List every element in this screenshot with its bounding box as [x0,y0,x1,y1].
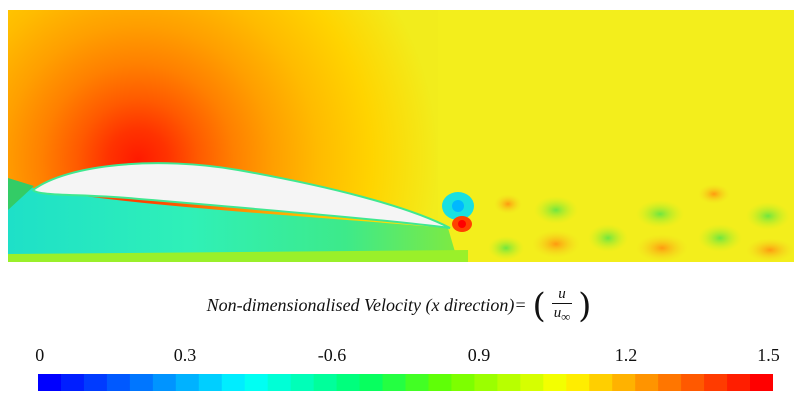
colorbar-swatch [267,374,292,391]
ratio-denominator-sub: ∞ [561,310,571,324]
colorbar-swatch [221,374,246,391]
colorbar-tick-label: 1.5 [757,345,780,365]
colorbar-tick-label: 0.3 [173,345,197,365]
colorbar-ticks: 0 0.3 -0.6 0.9 1.2 1.5 [0,345,798,369]
colorbar [38,374,773,391]
ratio-numerator: u [558,286,566,302]
colorbar-swatch [175,374,200,391]
colorbar-swatch [612,374,636,391]
colorbar-swatch [405,374,430,391]
colorbar-swatch [566,374,590,391]
colorbar-swatch [704,374,728,391]
colorbar-swatch [129,374,154,391]
colorbar-swatch [359,374,384,391]
colorbar-swatch [543,374,567,391]
colorbar-swatch [244,374,269,391]
velocity-contour-plot [8,10,794,262]
colorbar-swatch [60,374,85,391]
colorbar-swatch [497,374,521,391]
colorbar-swatch [313,374,338,391]
colorbar-swatch [451,374,476,391]
colorbar-swatch [681,374,705,391]
colorbar-swatch [38,374,62,391]
colorbar-swatch [198,374,223,391]
colorbar-swatch [336,374,361,391]
fraction-bar [551,303,573,304]
colorbar-title-text: Non-dimensionalised Velocity (x directio… [206,295,527,315]
colorbar-swatch [750,374,773,391]
left-paren: ( [532,285,546,326]
colorbar-swatch [428,374,453,391]
velocity-ratio: u u∞ [551,286,573,325]
colorbar-tick-label: 1.2 [614,345,638,365]
colorbar-tick-label: 0.9 [467,345,491,365]
right-paren: ) [578,285,592,326]
colorbar-swatch [635,374,659,391]
colorbar-title: Non-dimensionalised Velocity (x directio… [0,286,798,330]
lower-surface-region [8,182,458,262]
colorbar-swatch [106,374,131,391]
colorbar-swatch [658,374,682,391]
colorbar-swatch [474,374,498,391]
colorbar-tick-label: 0 [35,345,45,365]
colorbar-swatch [152,374,177,391]
colorbar-tick-label: -0.6 [317,345,347,365]
colorbar-swatch [83,374,108,391]
colorbar-swatch [290,374,315,391]
colorbar-swatch [727,374,751,391]
colorbar-swatch [589,374,613,391]
colorbar-swatch [520,374,544,391]
ratio-denominator-base: u [553,305,562,321]
colorbar-swatch [382,374,407,391]
airfoil [31,162,451,229]
ratio-denominator: u∞ [552,305,572,325]
